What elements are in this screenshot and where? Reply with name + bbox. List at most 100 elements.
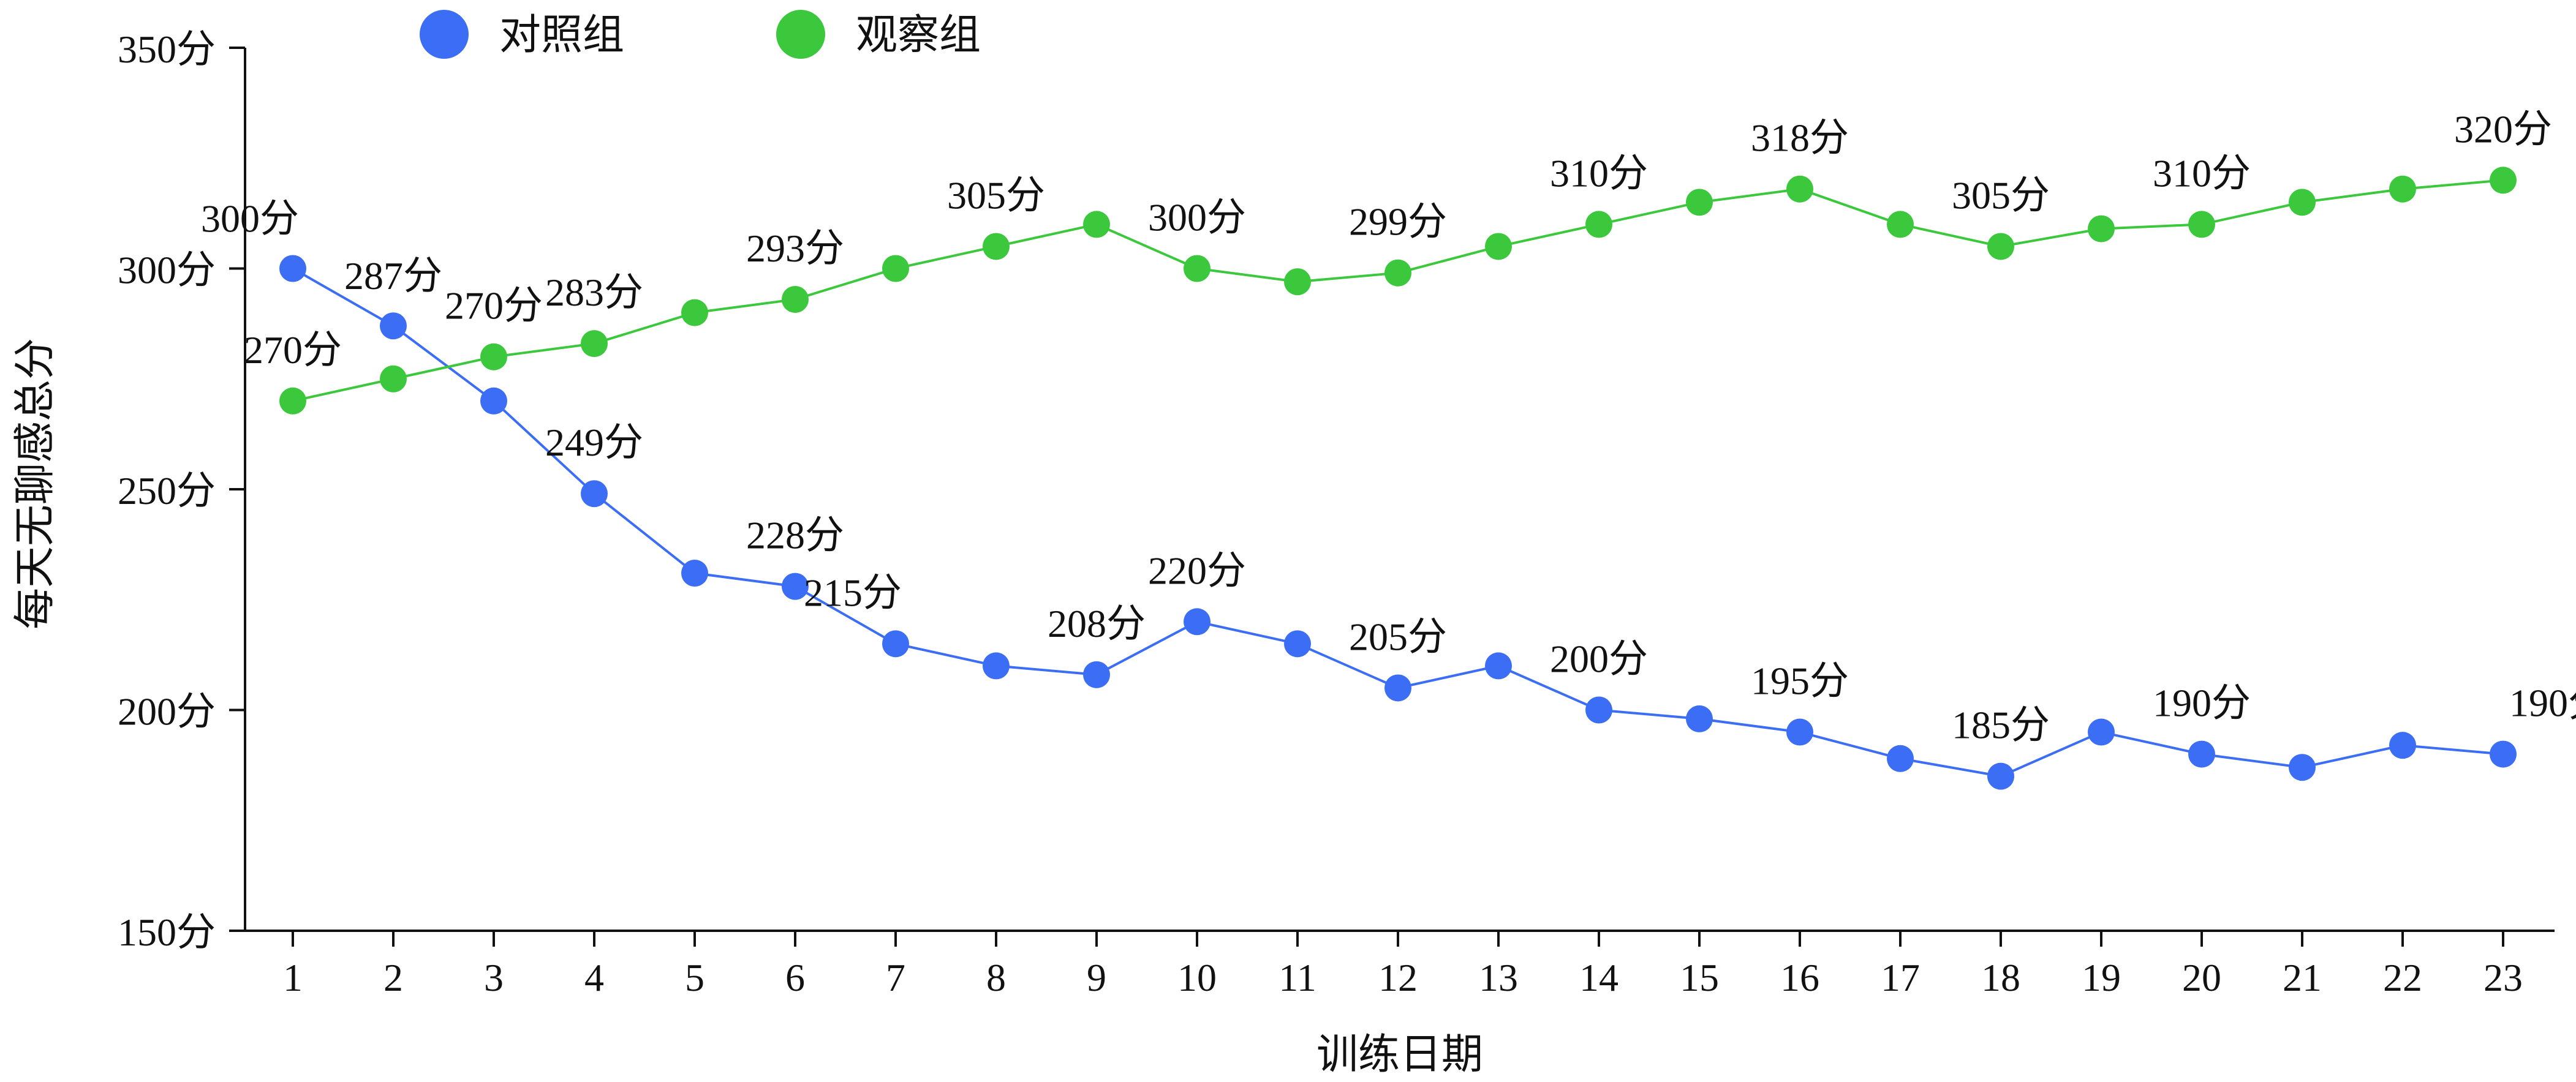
data-point-observation[interactable] bbox=[983, 233, 1010, 260]
x-tick-label: 21 bbox=[2283, 956, 2322, 999]
data-point-observation[interactable] bbox=[782, 285, 809, 313]
data-label-observation: 320分 bbox=[2454, 107, 2552, 151]
data-point-control[interactable] bbox=[882, 630, 909, 658]
data-point-observation[interactable] bbox=[1585, 211, 1612, 238]
data-point-observation[interactable] bbox=[480, 343, 507, 370]
data-point-control[interactable] bbox=[380, 312, 407, 340]
x-tick-label: 4 bbox=[584, 956, 604, 999]
y-ticks: 150分 200分 250分 300分 350分 bbox=[118, 28, 245, 954]
data-point-control[interactable] bbox=[581, 480, 608, 508]
x-tick-label: 22 bbox=[2383, 956, 2422, 999]
data-label-control: 300分 bbox=[201, 197, 299, 241]
y-tick-label: 350分 bbox=[118, 28, 216, 71]
data-point-control[interactable] bbox=[1485, 652, 1512, 680]
legend-label-control: 对照组 bbox=[499, 12, 624, 58]
data-point-control[interactable] bbox=[1184, 608, 1211, 636]
data-point-control[interactable] bbox=[1987, 762, 2014, 790]
data-point-observation[interactable] bbox=[2088, 215, 2115, 242]
data-label-control: 208分 bbox=[1048, 602, 1146, 645]
data-label-control: 185分 bbox=[1952, 704, 2050, 747]
data-point-control[interactable] bbox=[1887, 745, 1914, 772]
x-tick-label: 1 bbox=[283, 956, 303, 999]
data-point-control[interactable] bbox=[1686, 705, 1713, 732]
y-axis-label: 每天无聊感总分 bbox=[12, 338, 58, 629]
legend[interactable]: 对照组 观察组 bbox=[420, 10, 981, 59]
legend-label-observation: 观察组 bbox=[856, 12, 981, 58]
data-point-observation[interactable] bbox=[2289, 189, 2316, 216]
y-tick-label: 200分 bbox=[118, 690, 216, 734]
x-tick-label: 13 bbox=[1479, 956, 1518, 999]
data-point-observation[interactable] bbox=[1987, 233, 2014, 260]
data-label-observation: 270分 bbox=[445, 284, 543, 328]
data-label-control: 190分 bbox=[2153, 682, 2251, 725]
data-point-observation[interactable] bbox=[2490, 167, 2517, 194]
data-label-control: 205分 bbox=[1349, 615, 1447, 658]
data-point-observation[interactable] bbox=[1083, 211, 1110, 238]
data-label-control: 228分 bbox=[746, 514, 844, 557]
data-point-control[interactable] bbox=[2188, 740, 2215, 768]
x-tick-label: 16 bbox=[1780, 956, 1819, 999]
data-point-control[interactable] bbox=[2289, 754, 2316, 781]
data-point-observation[interactable] bbox=[279, 387, 306, 415]
data-point-control[interactable] bbox=[681, 559, 708, 587]
x-tick-label: 3 bbox=[484, 956, 504, 999]
data-point-observation[interactable] bbox=[1485, 233, 1512, 260]
data-point-observation[interactable] bbox=[1384, 259, 1411, 287]
data-point-observation[interactable] bbox=[581, 330, 608, 358]
data-point-observation[interactable] bbox=[2389, 175, 2416, 203]
x-tick-label: 17 bbox=[1881, 956, 1920, 999]
x-ticks: 1 2 3 4 5 6 7 8 9 10 11 12 13 14 15 16 17 18 19 20 21 22 23 bbox=[283, 931, 2523, 999]
data-point-observation[interactable] bbox=[1686, 189, 1713, 216]
data-label-observation: 305分 bbox=[1952, 173, 2050, 217]
data-point-control[interactable] bbox=[2088, 718, 2115, 746]
data-label-observation: 299分 bbox=[1349, 200, 1447, 244]
data-point-observation[interactable] bbox=[882, 255, 909, 282]
data-point-control[interactable] bbox=[1585, 696, 1612, 724]
data-label-control: 220分 bbox=[1148, 549, 1246, 592]
data-point-observation[interactable] bbox=[1786, 175, 1813, 203]
data-point-control[interactable] bbox=[1083, 661, 1110, 688]
x-tick-label: 20 bbox=[2182, 956, 2221, 999]
x-tick-label: 10 bbox=[1177, 956, 1217, 999]
x-tick-label: 11 bbox=[1279, 956, 1316, 999]
data-label-observation: 293分 bbox=[746, 227, 844, 270]
data-point-control[interactable] bbox=[1786, 718, 1813, 746]
x-tick-label: 18 bbox=[1981, 956, 2020, 999]
data-point-control[interactable] bbox=[2389, 732, 2416, 759]
legend-marker-control bbox=[420, 10, 469, 59]
x-tick-label: 5 bbox=[685, 956, 704, 999]
data-point-control[interactable] bbox=[1284, 630, 1311, 658]
x-tick-label: 9 bbox=[1087, 956, 1106, 999]
data-label-control: 249分 bbox=[545, 421, 643, 464]
x-tick-label: 23 bbox=[2483, 956, 2523, 999]
data-label-observation: 300分 bbox=[1148, 196, 1246, 239]
data-point-control[interactable] bbox=[279, 255, 306, 282]
x-tick-label: 6 bbox=[785, 956, 805, 999]
data-point-observation[interactable] bbox=[1184, 255, 1211, 282]
legend-marker-observation bbox=[776, 10, 825, 59]
data-point-control[interactable] bbox=[2490, 740, 2517, 768]
data-point-observation[interactable] bbox=[2188, 211, 2215, 238]
x-tick-label: 14 bbox=[1579, 956, 1618, 999]
data-point-observation[interactable] bbox=[1887, 211, 1914, 238]
data-point-control[interactable] bbox=[782, 573, 809, 600]
x-tick-label: 12 bbox=[1378, 956, 1418, 999]
x-tick-label: 2 bbox=[383, 956, 403, 999]
x-axis-label: 训练日期 bbox=[1316, 1031, 1483, 1078]
data-point-control[interactable] bbox=[480, 387, 507, 415]
data-point-observation[interactable] bbox=[380, 365, 407, 393]
data-label-observation: 310分 bbox=[1550, 151, 1648, 195]
data-label-control: 215分 bbox=[804, 571, 902, 614]
data-label-control: 200分 bbox=[1550, 637, 1648, 681]
data-point-control[interactable] bbox=[1384, 674, 1411, 702]
data-point-control[interactable] bbox=[983, 652, 1010, 680]
y-tick-label: 150分 bbox=[118, 911, 216, 954]
x-tick-label: 7 bbox=[886, 956, 905, 999]
data-point-observation[interactable] bbox=[1284, 268, 1311, 296]
data-point-observation[interactable] bbox=[681, 299, 708, 326]
data-label-observation: 318分 bbox=[1751, 116, 1849, 160]
